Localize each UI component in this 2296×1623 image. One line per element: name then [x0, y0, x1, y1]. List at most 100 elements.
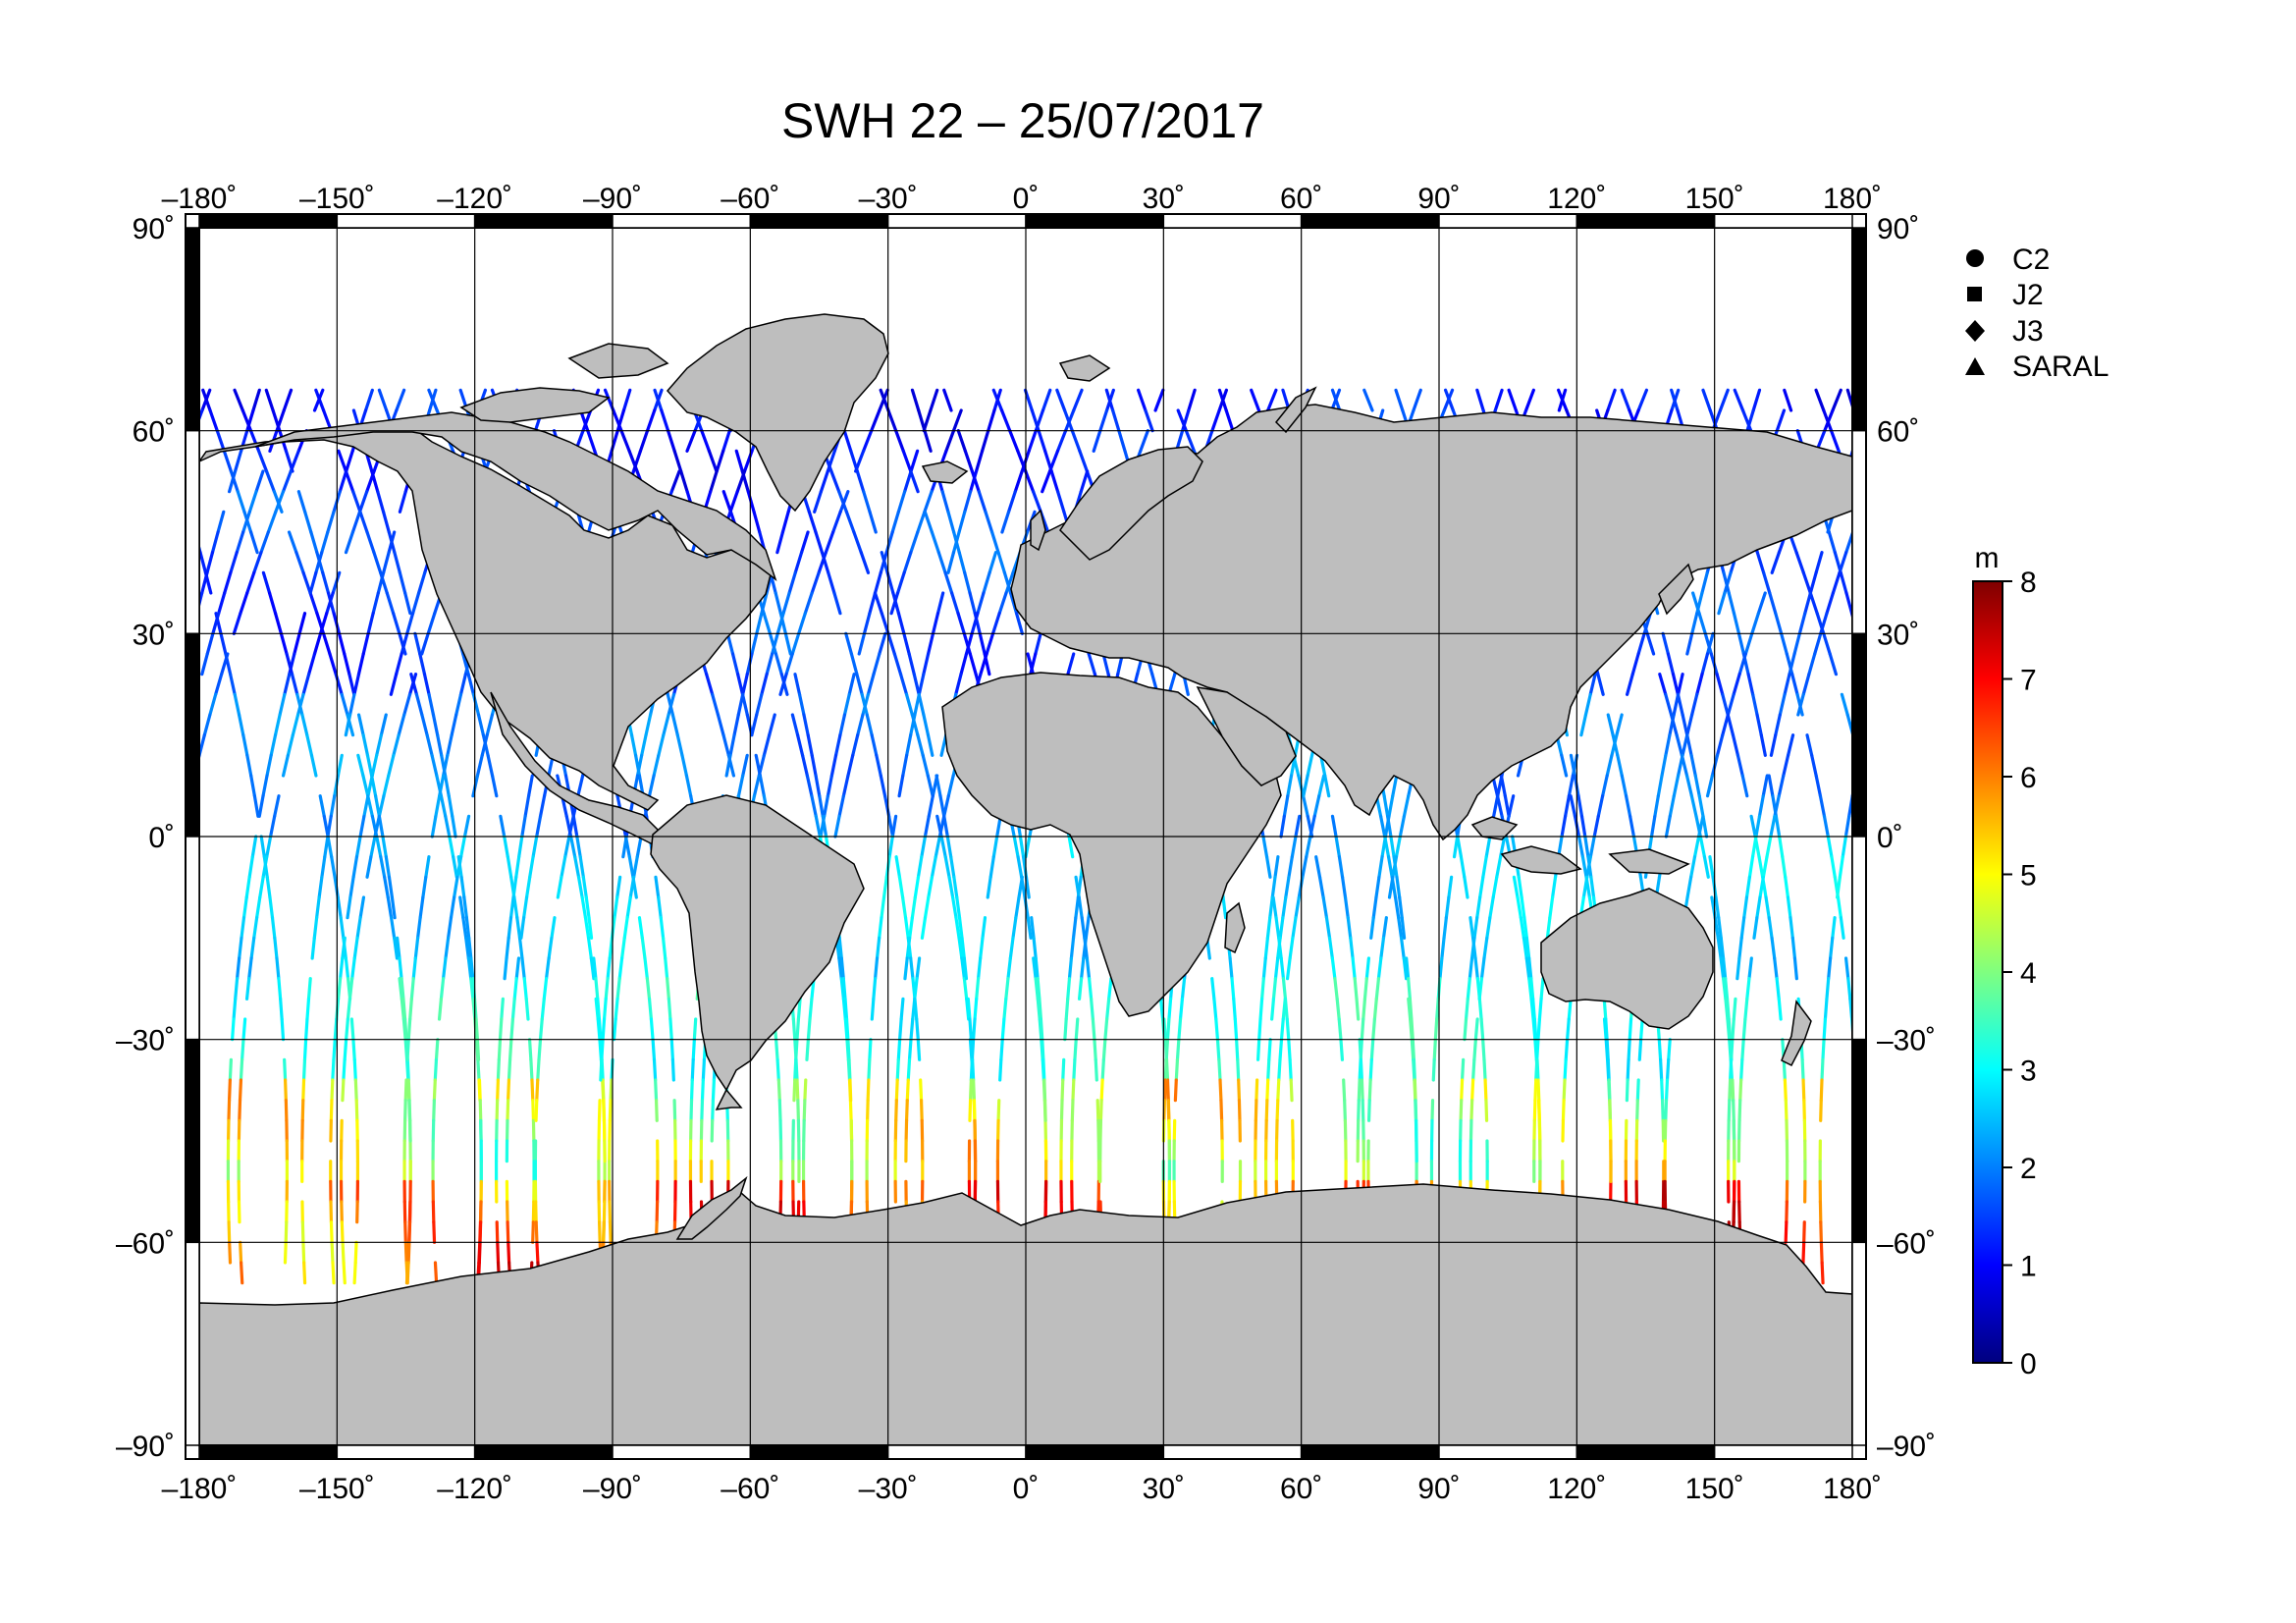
track-segment [894, 855, 902, 879]
track-segment [1731, 733, 1740, 757]
track-segment [514, 956, 521, 981]
track-segment [344, 956, 350, 981]
track-segment [1002, 570, 1013, 595]
track-segment [336, 753, 344, 778]
track-segment [1017, 875, 1024, 899]
track-segment [1235, 1038, 1240, 1061]
track-segment [657, 733, 666, 757]
track-segment [142, 999, 144, 1019]
track-segment [1722, 977, 1728, 1001]
track-segment [1041, 388, 1052, 412]
track-segment [240, 1038, 245, 1061]
track-segment [1066, 977, 1072, 1001]
track-segment [728, 490, 739, 514]
track-segment [750, 713, 759, 737]
track-segment [689, 1078, 694, 1103]
track-segment [909, 1017, 915, 1042]
track-segment [420, 713, 429, 737]
track-segment [667, 692, 676, 717]
track-segment [969, 469, 979, 494]
track-segment [824, 530, 835, 555]
track-segment [1831, 570, 1842, 595]
map-frame-bars [185, 213, 1867, 1460]
track-segment [1907, 1059, 1908, 1080]
track-segment [529, 1057, 534, 1082]
track-segment [478, 1220, 483, 1244]
track-segment [500, 997, 505, 1021]
track-segment [1167, 997, 1173, 1021]
track-segment [330, 1240, 335, 1265]
track-segment [1041, 1057, 1046, 1082]
lat-tick-label-right: –60˚ [1877, 1227, 1936, 1260]
track-segment [476, 713, 486, 737]
track-segment [1094, 1057, 1098, 1082]
track-segment [1897, 390, 1904, 410]
track-segment [1512, 875, 1520, 899]
lon-tick-label-top: 180˚ [1823, 183, 1882, 215]
track-segment [795, 1017, 801, 1042]
track-segment [41, 979, 43, 1000]
track-segment [1814, 388, 1826, 412]
track-segment [507, 1038, 513, 1061]
track-segment [109, 675, 115, 695]
track-segment [1946, 532, 1951, 553]
track-segment [1761, 774, 1769, 798]
track-segment [755, 692, 764, 717]
track-segment [1581, 875, 1589, 899]
track-segment [872, 977, 878, 1001]
track-segment [1273, 855, 1280, 879]
track-segment [375, 835, 383, 859]
lon-tick-label-bottom: 60˚ [1280, 1473, 1322, 1505]
track-segment [508, 895, 515, 920]
track-segment [506, 855, 513, 879]
track-segment [972, 1017, 977, 1042]
track-segment [1841, 835, 1847, 859]
track-segment [1735, 753, 1744, 778]
track-segment [866, 1099, 870, 1122]
track-segment [1477, 977, 1484, 1001]
lon-tick-label-top: 0˚ [1013, 183, 1040, 215]
track-segment [580, 895, 588, 920]
track-segment [878, 916, 883, 940]
track-segment [1576, 794, 1584, 818]
track-segment [337, 631, 347, 656]
track-segment [1774, 713, 1782, 737]
track-segment [602, 1099, 607, 1122]
track-segment [1664, 814, 1672, 839]
track-segment [1750, 835, 1758, 859]
track-segment [1067, 835, 1075, 859]
track-segment [862, 612, 872, 635]
track-segment [302, 1038, 308, 1061]
track-segment [156, 877, 159, 897]
track-segment [235, 956, 241, 981]
track-segment [873, 570, 882, 595]
track-segment [1808, 570, 1818, 595]
track-segment [875, 753, 882, 778]
track-segment [1281, 977, 1288, 1001]
track-segment [2066, 816, 2070, 837]
track-segment [1938, 735, 1942, 756]
track-segment [1925, 471, 1932, 492]
track-segment [43, 958, 45, 979]
track-segment [1881, 857, 1885, 878]
track-segment [1884, 512, 1890, 532]
track-segment [2082, 897, 2085, 918]
track-segment [133, 593, 138, 614]
track-segment [507, 1240, 511, 1265]
track-segment [1077, 977, 1084, 1001]
track-segment [1918, 451, 1925, 471]
track-segment [244, 977, 251, 1001]
track-segment [762, 733, 772, 757]
track-segment [459, 835, 467, 859]
track-segment [1813, 631, 1823, 656]
track-segment [1588, 673, 1597, 696]
track-segment [1561, 1099, 1566, 1122]
track-segment [631, 449, 643, 473]
track-segment [35, 1080, 36, 1101]
track-segment [1620, 388, 1631, 412]
track-segment [331, 1057, 336, 1082]
track-segment [1635, 1078, 1640, 1103]
track-segment [1479, 956, 1486, 981]
track-segment [946, 551, 956, 574]
track-segment [258, 875, 265, 899]
